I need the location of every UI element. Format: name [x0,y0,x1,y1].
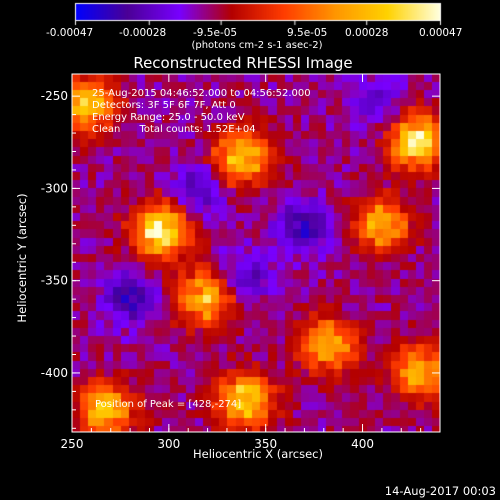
annotation-energy: Energy Range: 25.0 - 50.0 keV [92,112,245,123]
annotation-time-range: 25-Aug-2015 04:46:52.000 to 04:56:52.000 [92,88,311,99]
footer-timestamp: 14-Aug-2017 00:03 [385,484,496,498]
y-tick-label: -250 [41,89,68,103]
y-tick-label: -300 [41,181,68,195]
y-axis-label: Heliocentric Y (arcsec) [15,193,29,322]
colorbar-tick-label: -9.5e-05 [193,27,237,39]
colorbar-tick-label: 0.00047 [419,27,462,39]
colorbar-tick-label: -0.00047 [46,27,93,39]
peak-position-label: Position of Peak = [428,-274] [95,399,241,410]
x-tick-label: 300 [157,437,180,451]
x-tick-label: 400 [351,437,374,451]
y-tick-label: -400 [41,366,68,380]
annotation-counts: Clean Total counts: 1.52E+04 [92,124,256,135]
colorbar-tick-label: 9.5e-05 [287,27,327,39]
axis-ticks: 250 300 350 400 -250 -300 -350 -400 [41,73,441,451]
colorbar-tick-label: -0.00028 [119,27,166,39]
annotation-block: 25-Aug-2015 04:46:52.000 to 04:56:52.000… [92,88,311,410]
annotation-detectors: Detectors: 3F 5F 6F 7F, Att 0 [92,100,236,111]
colorbar-tick-labels: -0.00047 -0.00028 -9.5e-05 9.5e-05 0.000… [46,27,462,39]
y-tick-label: -350 [41,274,68,288]
plot-frame [71,73,441,433]
colorbar-units: (photons cm-2 s-1 asec-2) [191,40,322,51]
x-tick-label: 350 [254,437,277,451]
chart-title: Reconstructed RHESSI Image [133,54,352,72]
x-axis-label: Heliocentric X (arcsec) [193,447,323,461]
x-tick-label: 250 [61,437,84,451]
colorbar-tick-label: 0.00028 [345,27,388,39]
